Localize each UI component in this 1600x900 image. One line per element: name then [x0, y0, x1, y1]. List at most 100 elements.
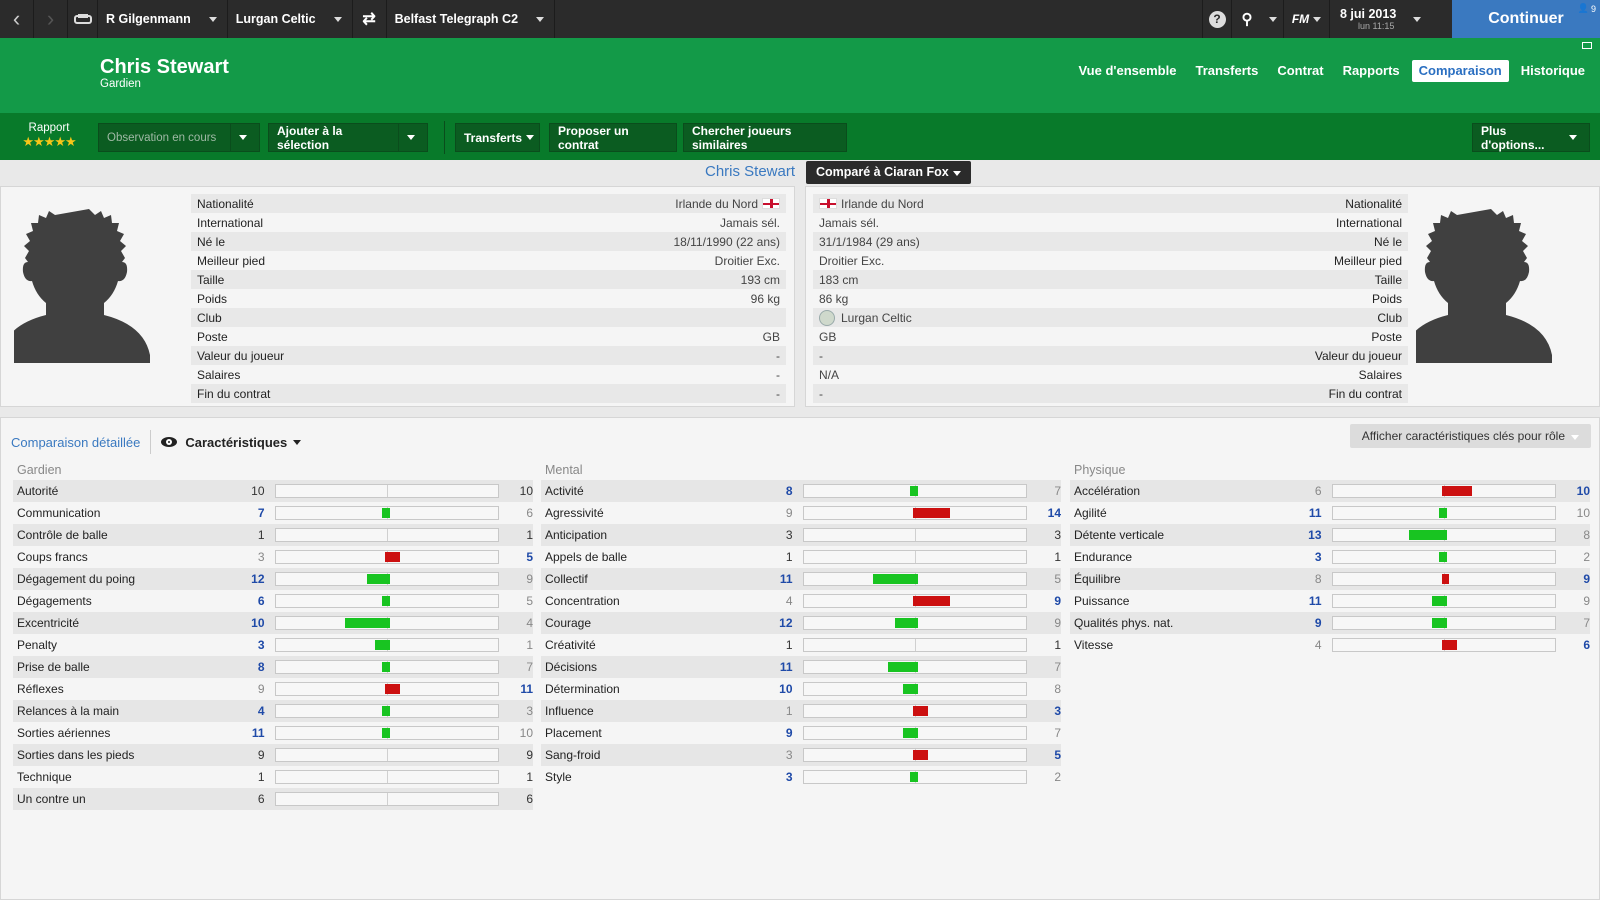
info-row: 86 kg Poids [813, 289, 1408, 308]
left-player-value: 6 [257, 792, 265, 806]
back-button[interactable]: ‹ [0, 0, 34, 38]
info-row: International Jamais sél. [191, 213, 786, 232]
info-value[interactable]: Lurgan Celtic [841, 310, 912, 325]
comparison-bar [274, 792, 500, 806]
info-value: - [776, 367, 780, 382]
attribute-name: Prise de balle [17, 660, 90, 674]
help-icon: ? [1208, 10, 1226, 28]
show-key-attributes-button[interactable]: Afficher caractéristiques clés pour rôle [1349, 424, 1591, 448]
info-row: Jamais sél. International [813, 213, 1408, 232]
left-player-value: 11 [779, 572, 793, 586]
right-player-value: 10 [1576, 484, 1590, 498]
forward-button[interactable]: › [34, 0, 68, 38]
more-options-button[interactable]: Plus d'options... [1472, 123, 1590, 152]
attribute-row: Technique 1 1 [13, 766, 533, 788]
nationality-value: Irlande du Nord [819, 197, 924, 211]
difference-bar [895, 618, 918, 628]
competition-dropdown[interactable] [526, 0, 556, 38]
tab-transfers[interactable]: Transferts [1195, 63, 1259, 78]
right-player-value: 8 [1583, 528, 1590, 542]
left-player-value: 1 [785, 550, 793, 564]
tab-reports[interactable]: Rapports [1342, 63, 1400, 78]
club-name[interactable]: Lurgan Celtic [235, 12, 316, 26]
comparison-bar [1331, 506, 1557, 520]
comparison-bar [274, 660, 500, 674]
attribute-row: Excentricité 10 4 [13, 612, 533, 634]
info-row: Poste GB [191, 327, 786, 346]
left-player-value: 6 [257, 594, 265, 608]
continue-button[interactable]: Continuer [1452, 0, 1600, 38]
tab-comparison[interactable]: Comparaison [1411, 60, 1509, 82]
difference-bar [382, 662, 390, 672]
club-value[interactable]: Lurgan Celtic [819, 309, 912, 326]
tab-contract[interactable]: Contrat [1277, 63, 1324, 78]
compared-player-name[interactable]: Chris Stewart [705, 163, 796, 180]
right-player-value: 3 [526, 704, 533, 718]
info-row: 183 cm Taille [813, 270, 1408, 289]
swap-button[interactable]: ⇄ [353, 0, 387, 38]
club-crest-icon [819, 309, 835, 326]
difference-bar [912, 596, 950, 606]
compare-with-dropdown[interactable]: Comparé à Ciaran Fox [806, 161, 971, 184]
right-player-value: 5 [526, 550, 533, 564]
transfers-label: Transferts [464, 130, 523, 145]
right-player-value: 5 [1054, 572, 1061, 586]
attribute-name: Coups francs [17, 550, 88, 564]
comparison-bar [1331, 594, 1557, 608]
competition-name[interactable]: Belfast Telegraph C2 [394, 12, 519, 26]
info-row: Nationalité Irlande du Nord [191, 194, 786, 213]
game-date[interactable]: 8 jui 2013 lun 11:15 [1330, 0, 1406, 38]
more-options-label: Plus d'options... [1481, 123, 1545, 152]
comparison-bar [274, 704, 500, 718]
difference-bar [912, 750, 928, 760]
info-label: Taille [197, 272, 225, 287]
report-rating[interactable]: Rapport ★★★★★ [14, 122, 84, 150]
attribute-row: Réflexes 9 11 [13, 678, 533, 700]
search-button[interactable]: ⚲ [1232, 0, 1262, 38]
attribute-row: Agressivité 9 14 [541, 502, 1061, 524]
comparison-bar [802, 528, 1028, 542]
attribute-name: Autorité [17, 484, 59, 498]
right-player-value: 6 [1583, 638, 1590, 652]
right-player-value: 9 [1583, 572, 1590, 586]
back-arrow-icon: ‹ [12, 6, 21, 31]
detail-header: Comparaison détaillée Caractéristiques [11, 430, 311, 454]
fm-logo: FM [1291, 12, 1310, 26]
difference-bar [1431, 618, 1447, 628]
transfers-button[interactable]: Transferts [455, 123, 540, 152]
center-line [386, 793, 388, 805]
search-dropdown[interactable] [1262, 0, 1284, 38]
manager-name[interactable]: R Gilgenmann [106, 12, 191, 26]
window-toggle-icon[interactable] [1582, 42, 1592, 49]
club-dropdown[interactable] [324, 0, 353, 38]
info-row: Valeur du joueur - [191, 346, 786, 365]
info-row: Irlande du Nord Nationalité [813, 194, 1408, 213]
observation-select[interactable]: Observation en cours [98, 123, 260, 152]
similar-players-button[interactable]: Chercher joueurs similaires [683, 123, 847, 152]
manager-icon-button[interactable] [68, 0, 98, 38]
detailed-comparison-link[interactable]: Comparaison détaillée [11, 434, 141, 450]
comparison-bar [1331, 572, 1557, 586]
right-player-value: 2 [1583, 550, 1590, 564]
add-to-selection-button[interactable]: Ajouter à la sélection [268, 123, 428, 152]
manager-dropdown[interactable] [199, 0, 228, 38]
time-text: lun 11:15 [1358, 21, 1395, 31]
swap-arrows-icon: ⇄ [362, 11, 376, 28]
help-button[interactable]: ? [1202, 0, 1232, 38]
left-player-value: 1 [257, 770, 265, 784]
tab-history[interactable]: Historique [1520, 63, 1585, 78]
attribute-row: Sorties aériennes 11 10 [13, 722, 533, 744]
view-selector[interactable]: Caractéristiques [161, 435, 311, 450]
attribute-row: Décisions 11 7 [541, 656, 1061, 678]
propose-contract-button[interactable]: Proposer un contrat [549, 123, 677, 152]
date-dropdown[interactable] [1406, 0, 1428, 38]
attribute-name: Activité [545, 484, 584, 498]
fm-menu-button[interactable]: FM [1284, 0, 1330, 38]
forward-arrow-icon: › [46, 6, 55, 31]
difference-bar [374, 640, 390, 650]
comparison-bar [802, 726, 1028, 740]
info-row: - Valeur du joueur [813, 346, 1408, 365]
inbox-indicator[interactable]: 👤 9 [1578, 3, 1596, 14]
left-player-value: 1 [257, 528, 265, 542]
tab-overview[interactable]: Vue d'ensemble [1078, 63, 1177, 78]
